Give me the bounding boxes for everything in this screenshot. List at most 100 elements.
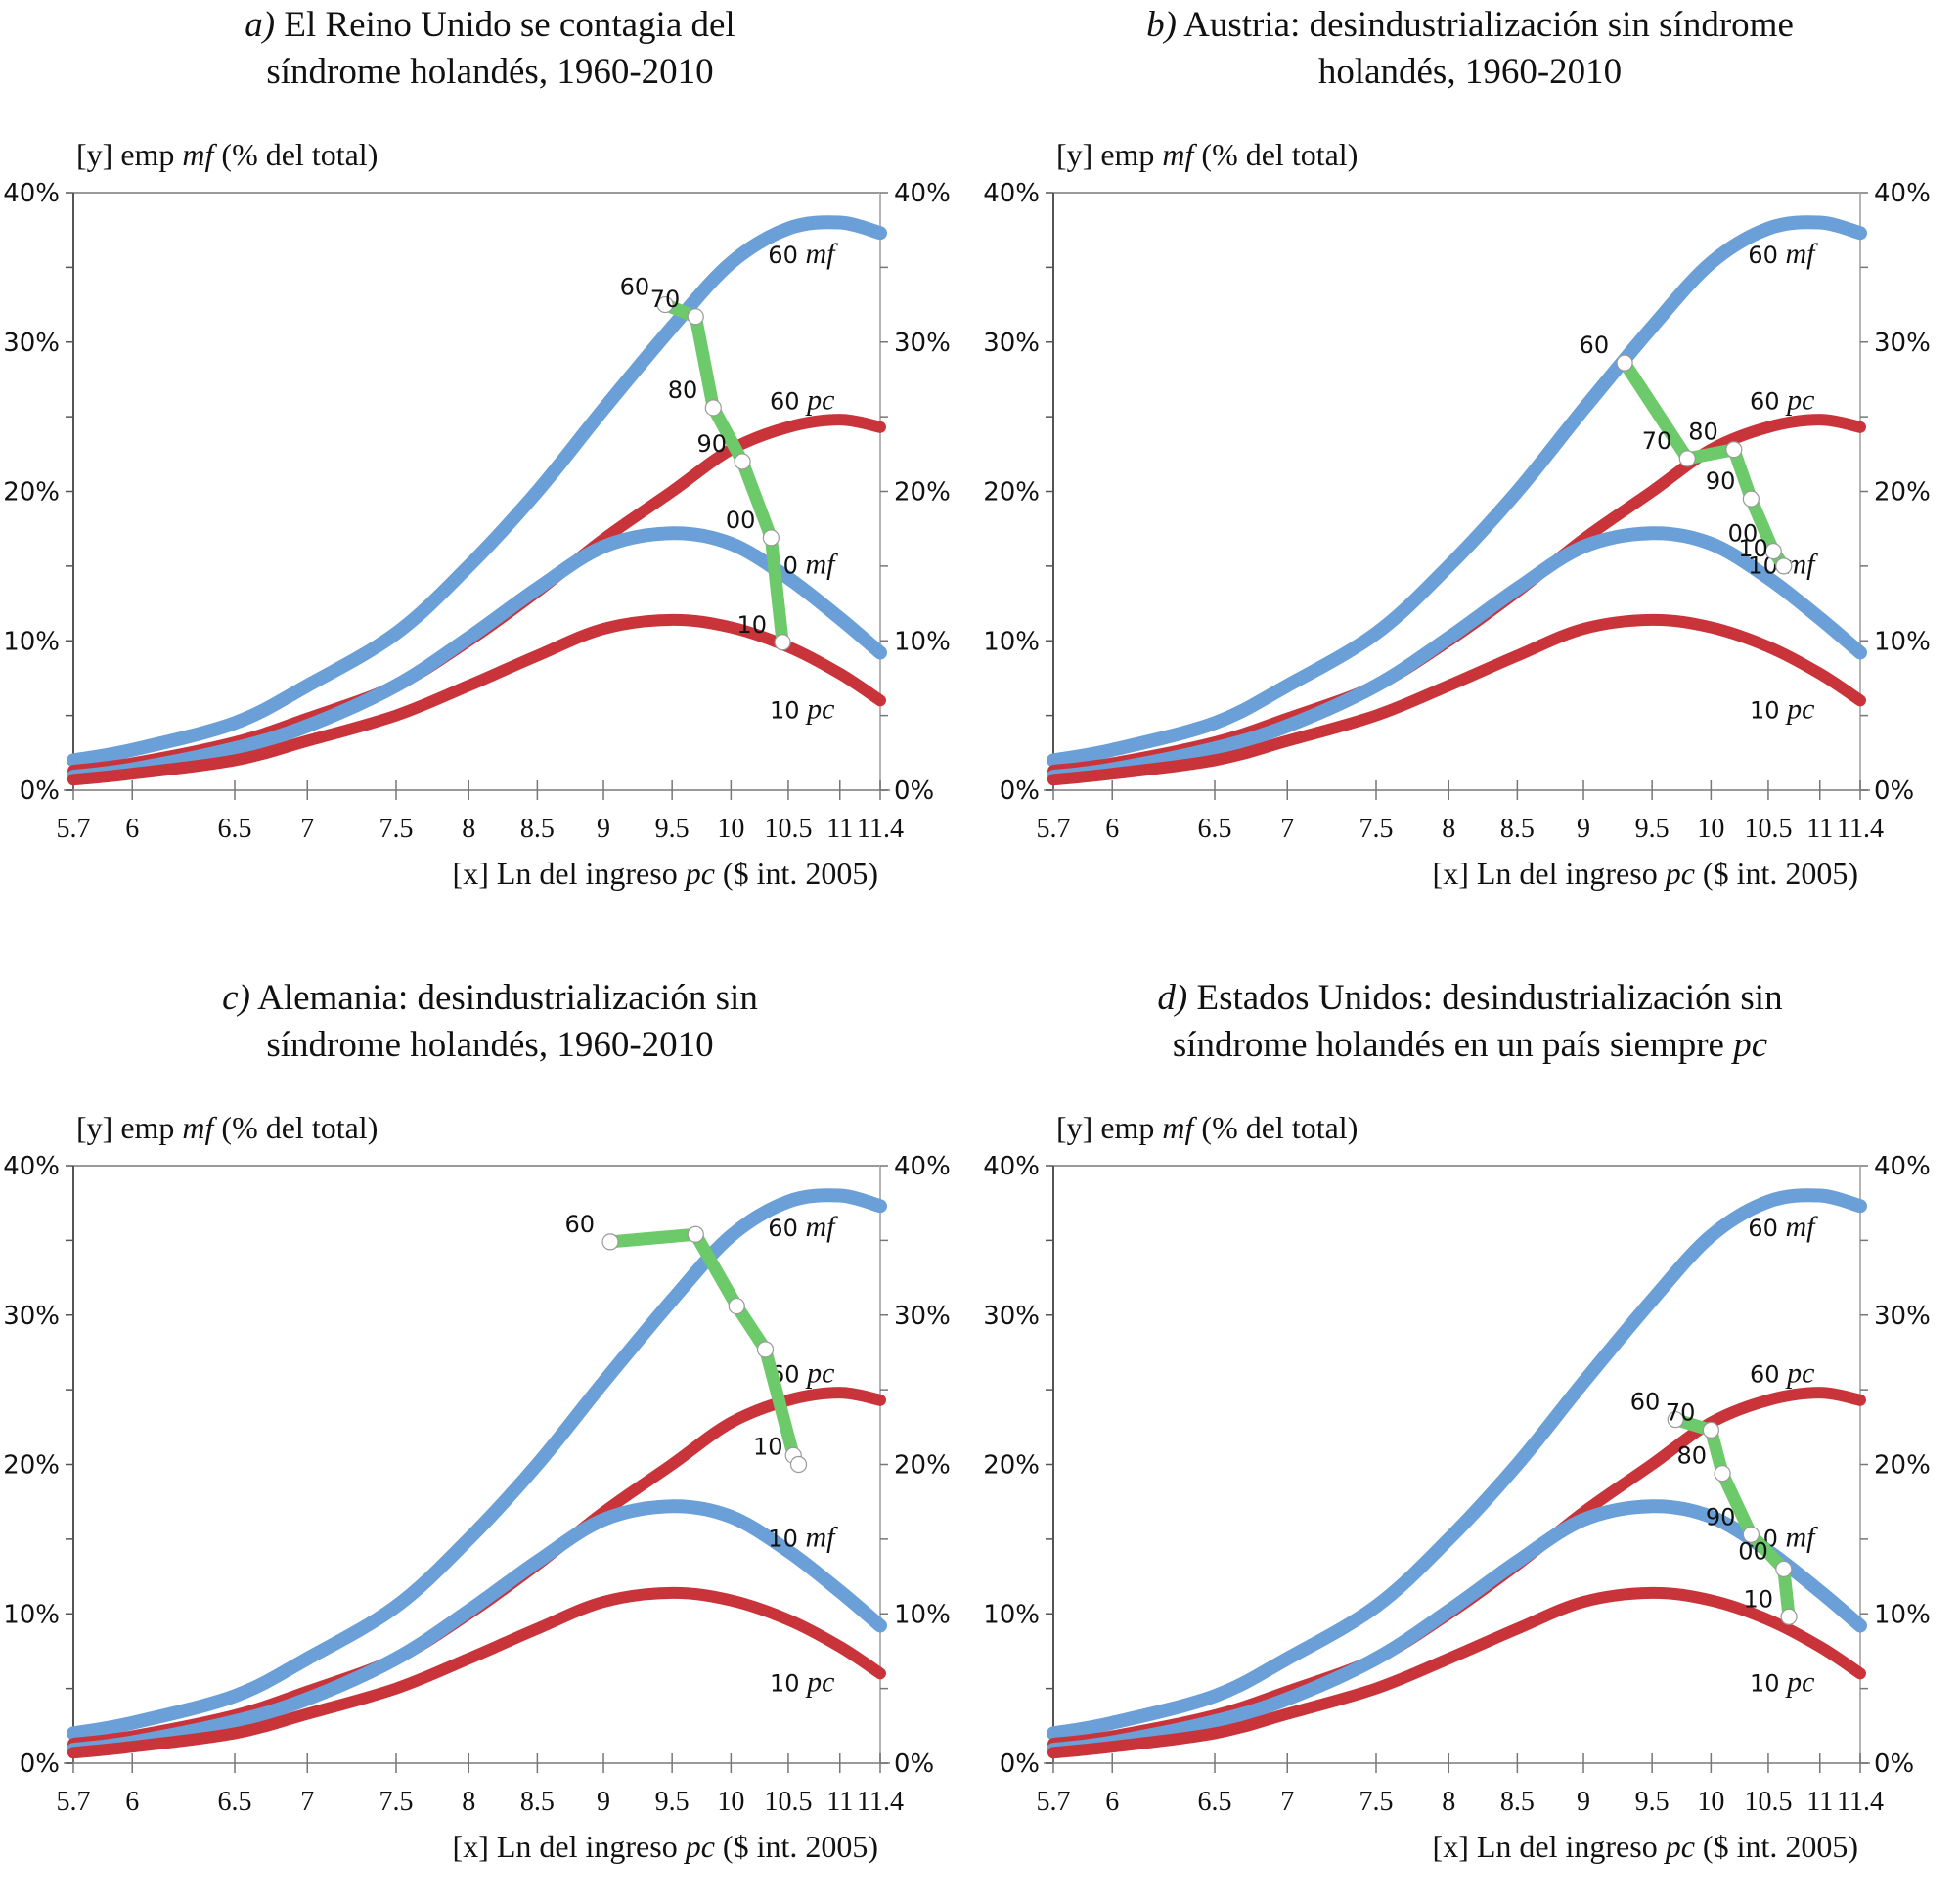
y-tick-label-left: 30%	[3, 1302, 60, 1331]
x-axis-label: [x] Ln del ingreso pc ($ int. 2005)	[452, 856, 878, 891]
x-tick-label: 8.5	[1500, 814, 1535, 844]
x-tick-label: 8.5	[1500, 1787, 1535, 1817]
series-label: 60 pc	[770, 383, 835, 416]
y-tick-label-left: 30%	[983, 329, 1040, 358]
path-point	[1764, 542, 1782, 560]
path-point-label: 70	[1642, 427, 1672, 455]
y-tick-label-left: 40%	[3, 179, 60, 208]
y-tick-label-left: 10%	[3, 627, 60, 656]
path-point	[687, 1225, 704, 1243]
x-tick-label: 11	[1806, 1787, 1833, 1817]
title-line-2: síndrome holandés, 1960-2010	[266, 52, 714, 92]
path-point	[762, 529, 780, 547]
x-tick-label: 8	[462, 814, 475, 844]
y-tick-label-left: 40%	[983, 1152, 1040, 1181]
x-tick-label: 5.7	[57, 814, 91, 844]
series-label: 60 mf	[1748, 1211, 1818, 1243]
series-label: 10 pc	[1750, 1666, 1815, 1699]
y-tick-label-left: 40%	[983, 179, 1040, 208]
path-point-label: 00	[726, 507, 756, 534]
y-tick-label-left: 10%	[3, 1600, 60, 1629]
x-tick-label: 7	[300, 814, 314, 844]
x-tick-label: 7.5	[379, 1787, 414, 1817]
plot-area: 0% 0% 10% 10% 20% 20% 30% 30% 40% 40% 5.7 6 6.5 7 7.5 8…	[983, 1152, 1931, 1817]
path-point-label: 80	[1677, 1442, 1708, 1470]
x-tick-label: 10	[717, 1787, 744, 1817]
y-tick-label-right: 20%	[1874, 478, 1931, 508]
x-tick-label: 7.5	[1359, 814, 1394, 844]
path-point-label: 10	[1744, 1585, 1774, 1613]
y-tick-label-right: 40%	[1874, 1152, 1931, 1181]
title-line-1: Alemania: desindustrialización sin	[249, 978, 758, 1018]
path-point-label: 60	[1630, 1389, 1661, 1416]
series-label: 60 mf	[768, 1211, 838, 1243]
path-point-label: 80	[1688, 419, 1718, 446]
path-point-label: 60	[1580, 332, 1610, 359]
x-tick-label: 9	[1577, 1787, 1590, 1817]
path-point	[756, 1341, 775, 1358]
path-point-label: 90	[697, 430, 728, 458]
path-point-label: 00	[1738, 1537, 1768, 1565]
series-line-10-mf	[67, 526, 887, 784]
x-tick-label: 10.5	[764, 1787, 812, 1817]
panel-title: b) Austria: desindustrialización sin sín…	[980, 2, 1960, 96]
y-tick-label-right: 10%	[894, 1600, 951, 1629]
title-line-1: Estados Unidos: desindustrialización sin	[1187, 978, 1783, 1018]
series-line-60-mf	[1047, 1188, 1867, 1741]
path-point-label: 90	[1706, 1503, 1736, 1530]
y-tick-label-left: 30%	[3, 329, 60, 358]
path-point-label: 70	[650, 286, 681, 313]
y-axis-label: [y] emp mf (% del total)	[76, 1110, 379, 1145]
x-tick-label: 9.5	[1635, 1787, 1670, 1817]
path-point-label: 80	[668, 376, 698, 404]
x-tick-label: 5.7	[57, 1787, 91, 1817]
x-tick-label: 10.5	[1744, 1787, 1792, 1817]
path-point	[1775, 557, 1793, 575]
series-line-10-pc	[1047, 1586, 1866, 1759]
path-point	[774, 634, 791, 651]
x-axis-label: [x] Ln del ingreso pc ($ int. 2005)	[1432, 1829, 1858, 1864]
x-tick-label: 7.5	[379, 814, 414, 844]
panel-letter: b)	[1146, 5, 1177, 45]
series-label: 60 mf	[768, 238, 838, 270]
x-tick-label: 9	[597, 1787, 610, 1817]
y-tick-label-left: 20%	[983, 478, 1040, 508]
y-tick-label-right: 0%	[1874, 776, 1914, 806]
path-point	[1702, 1421, 1719, 1439]
plot-area: 0% 0% 10% 10% 20% 20% 30% 30% 40% 40% 5.7 6 6.5 7 7.5 8…	[983, 179, 1931, 844]
x-tick-label: 11	[826, 1787, 853, 1817]
y-tick-label-right: 0%	[894, 776, 934, 806]
path-point	[734, 453, 751, 470]
x-tick-label: 6	[1105, 814, 1119, 844]
path-point-label: 90	[1706, 467, 1736, 495]
x-tick-label: 5.7	[1037, 814, 1071, 844]
series-line-60-mf	[1047, 215, 1867, 768]
y-tick-label-left: 10%	[983, 1600, 1040, 1629]
x-tick-label: 8	[1442, 814, 1455, 844]
path-point-label: 10	[737, 611, 768, 639]
y-tick-label-left: 20%	[3, 478, 60, 508]
x-tick-label: 9	[597, 814, 610, 844]
x-tick-label: 9.5	[1635, 814, 1670, 844]
series-line-10-pc	[67, 1586, 886, 1759]
series-line-60-mf	[67, 215, 887, 768]
x-tick-label: 7	[1280, 814, 1294, 844]
title-line-2: síndrome holandés en un país siempre	[1172, 1025, 1734, 1065]
series-label: 60 mf	[1748, 238, 1818, 270]
path-point	[1780, 1608, 1798, 1625]
y-tick-label-right: 10%	[1874, 1600, 1931, 1629]
y-tick-label-right: 40%	[894, 1152, 951, 1181]
x-tick-label: 8	[1442, 1787, 1455, 1817]
path-point-label: 60	[620, 274, 650, 301]
path-point	[1667, 1411, 1684, 1429]
y-axis-label: [y] emp mf (% del total)	[76, 137, 379, 172]
path-point-label: 70	[1666, 1398, 1696, 1426]
series-label: 10 pc	[770, 693, 835, 726]
path-point	[1678, 450, 1696, 467]
x-tick-label: 7.5	[1359, 1787, 1394, 1817]
y-tick-label-left: 20%	[3, 1451, 60, 1481]
y-tick-label-right: 10%	[894, 627, 951, 656]
x-tick-label: 6.5	[218, 1787, 252, 1817]
panel-a: a) El Reino Unido se contagia del síndro…	[0, 0, 980, 931]
path-point	[1714, 1465, 1731, 1483]
